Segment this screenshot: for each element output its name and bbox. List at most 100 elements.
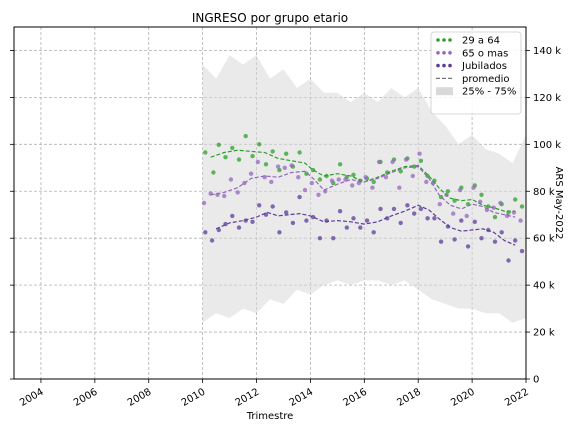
data-point-jubilados xyxy=(351,216,356,221)
data-point-jubilados xyxy=(297,194,302,200)
data-point-65-o-mas xyxy=(376,159,382,165)
legend-marker-29-a-64 xyxy=(436,38,440,42)
data-point-29-a-64 xyxy=(263,162,269,167)
data-point-jubilados xyxy=(499,230,504,235)
data-point-jubilados xyxy=(418,206,424,212)
chart-title: INGRESO por grupo etario xyxy=(192,11,348,25)
data-point-65-o-mas xyxy=(457,187,463,193)
data-point-jubilados xyxy=(230,213,235,219)
data-point-65-o-mas xyxy=(222,193,227,199)
data-point-65-o-mas xyxy=(403,157,409,162)
data-point-29-a-64 xyxy=(250,153,255,159)
data-point-jubilados xyxy=(216,227,221,233)
data-point-29-a-64 xyxy=(513,197,518,202)
data-point-jubilados xyxy=(277,230,282,235)
y-tick-label: 100 k xyxy=(533,140,561,151)
data-point-29-a-64 xyxy=(230,145,235,151)
data-point-jubilados xyxy=(391,206,397,212)
data-point-jubilados xyxy=(452,237,457,242)
data-point-jubilados xyxy=(337,209,343,214)
data-point-29-a-64 xyxy=(317,177,323,182)
data-point-65-o-mas xyxy=(275,164,281,169)
average-line-jubilados xyxy=(215,204,516,246)
scatter-points xyxy=(201,133,525,263)
plot-frame xyxy=(13,26,527,380)
data-point-65-o-mas xyxy=(417,151,422,156)
data-point-jubilados xyxy=(432,216,437,221)
data-point-65-o-mas xyxy=(302,187,308,193)
data-point-29-a-64 xyxy=(486,204,491,209)
data-point-65-o-mas xyxy=(390,159,395,165)
y-tick-label: 40 k xyxy=(533,281,555,292)
data-point-jubilados xyxy=(519,248,525,254)
data-point-jubilados xyxy=(513,238,518,243)
quartile-band-area xyxy=(202,55,526,323)
data-point-29-a-64 xyxy=(284,151,289,156)
data-point-65-o-mas xyxy=(363,175,368,180)
legend-marker-65-o-mas xyxy=(436,51,440,55)
data-point-29-a-64 xyxy=(277,167,282,173)
data-point-jubilados xyxy=(465,244,471,249)
data-point-jubilados xyxy=(479,236,484,241)
data-point-29-a-64 xyxy=(479,192,484,197)
data-point-29-a-64 xyxy=(216,142,221,147)
y-tick-label: 140 k xyxy=(533,46,561,57)
data-point-29-a-64 xyxy=(297,150,302,155)
data-point-65-o-mas xyxy=(370,185,375,190)
y-tick-label: 20 k xyxy=(533,328,555,339)
legend-marker-65-o-mas xyxy=(448,51,452,55)
data-point-65-o-mas xyxy=(451,211,456,216)
data-point-65-o-mas xyxy=(235,190,240,195)
data-point-65-o-mas xyxy=(208,191,213,196)
data-point-65-o-mas xyxy=(397,185,402,190)
data-point-65-o-mas xyxy=(383,175,389,180)
legend-label-promedio: promedio xyxy=(462,74,510,85)
data-point-65-o-mas xyxy=(296,175,301,180)
data-point-jubilados xyxy=(358,225,363,230)
data-point-65-o-mas xyxy=(464,213,469,219)
data-point-65-o-mas xyxy=(329,178,335,183)
data-point-65-o-mas xyxy=(491,205,496,210)
data-point-jubilados xyxy=(203,230,208,235)
legend-marker-jubilados xyxy=(442,63,446,68)
data-point-65-o-mas xyxy=(316,192,321,197)
data-point-65-o-mas xyxy=(248,171,254,176)
data-point-65-o-mas xyxy=(269,179,274,185)
data-point-29-a-64 xyxy=(223,155,228,160)
data-point-65-o-mas xyxy=(424,179,429,185)
data-point-29-a-64 xyxy=(304,171,309,176)
average-line-65-o-mas xyxy=(210,165,516,218)
y-tick-label: 60 k xyxy=(533,234,555,245)
data-point-65-o-mas xyxy=(410,173,415,179)
data-point-jubilados xyxy=(304,218,309,223)
data-point-jubilados xyxy=(472,219,477,224)
legend-box xyxy=(430,31,522,115)
data-point-jubilados xyxy=(459,218,464,223)
data-point-29-a-64 xyxy=(257,142,262,147)
data-point-65-o-mas xyxy=(309,180,314,186)
data-point-29-a-64 xyxy=(236,157,242,162)
data-point-65-o-mas xyxy=(282,165,287,170)
data-point-jubilados xyxy=(270,204,275,209)
data-point-65-o-mas xyxy=(356,180,362,186)
data-point-29-a-64 xyxy=(337,162,343,167)
data-point-jubilados xyxy=(506,258,511,263)
data-point-jubilados xyxy=(371,230,376,235)
data-point-jubilados xyxy=(284,210,289,215)
data-point-jubilados xyxy=(378,206,383,212)
legend-label-jubilados: Jubilados xyxy=(461,61,507,72)
data-point-jubilados xyxy=(344,225,349,230)
legend-marker-25-75- xyxy=(436,87,453,96)
data-point-29-a-64 xyxy=(211,170,216,175)
data-point-65-o-mas xyxy=(437,202,442,207)
y-tick-label: 120 k xyxy=(533,93,561,104)
y-tick-label: 0 xyxy=(533,375,539,386)
legend-label-25-75-: 25% - 75% xyxy=(462,87,516,98)
data-point-65-o-mas xyxy=(289,163,294,168)
legend-marker-29-a-64 xyxy=(442,38,446,42)
legend-marker-jubilados xyxy=(448,63,452,68)
data-point-jubilados xyxy=(257,203,262,208)
data-point-jubilados xyxy=(290,220,296,226)
data-point-65-o-mas xyxy=(255,159,261,165)
